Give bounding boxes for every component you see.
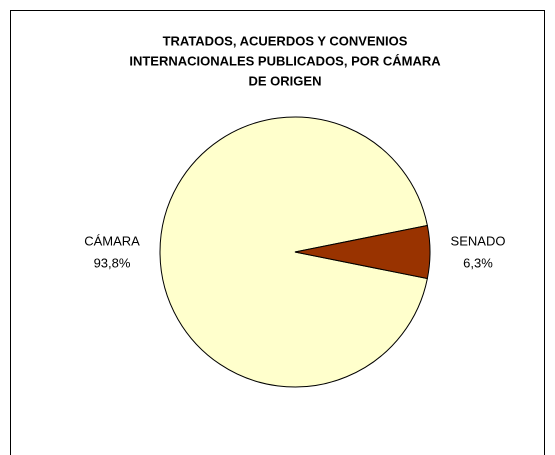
slice-label: CÁMARA bbox=[84, 233, 140, 248]
pie-slice bbox=[159, 116, 428, 388]
chart-title: DE ORIGEN bbox=[249, 73, 322, 88]
slice-label: SENADO bbox=[451, 233, 506, 248]
pie-slice bbox=[294, 224, 431, 280]
slice-value-label: 6,3% bbox=[463, 255, 493, 270]
chart-title: INTERNACIONALES PUBLICADOS, POR CÁMARA bbox=[129, 53, 441, 68]
chart-title: TRATADOS, ACUERDOS Y CONVENIOS bbox=[163, 33, 408, 48]
slice-value-label: 93,8% bbox=[94, 255, 131, 270]
